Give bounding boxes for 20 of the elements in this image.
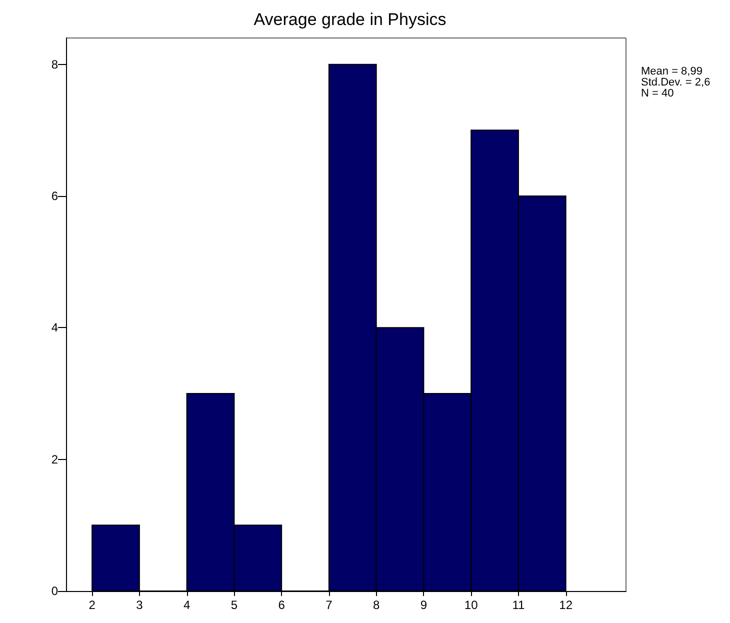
text: Mean = 8,99 [641,66,702,78]
x-tick-label: 5 [230,598,238,612]
y-tick-label: 8 [51,57,58,72]
x-tick-label: 12 [559,598,573,612]
y-tick-label: 2 [51,452,58,466]
x-tick-label: 9 [420,598,428,612]
y-tick-label: 6 [51,189,58,203]
x-tick-label: 7 [326,598,333,612]
x-tick-label: 4 [183,598,190,612]
x-tick-label: 11 [512,598,525,612]
chart-title: Average grade in Physics [254,10,446,29]
y-tick-label: 4 [51,320,58,335]
x-tick-label: 8 [372,598,380,612]
x-tick-label: 10 [464,598,478,612]
text: N = 40 [641,88,674,100]
x-tick-label: 3 [136,598,144,612]
x-tick-label: 2 [88,598,96,612]
x-tick-label: 6 [278,598,286,612]
y-tick-label: 0 [51,584,58,598]
text: Std.Dev. = 2,6 [641,76,710,88]
